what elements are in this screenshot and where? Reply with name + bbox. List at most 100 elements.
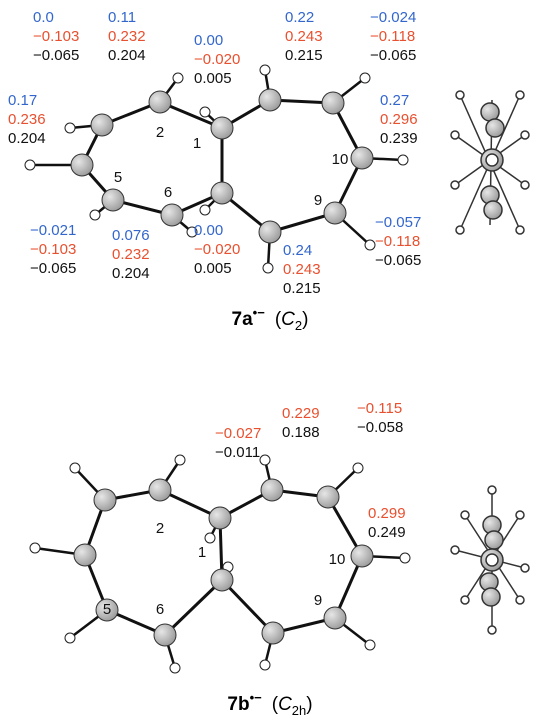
spin-value: −0.065 <box>30 260 76 277</box>
atom-number: 10 <box>329 551 346 568</box>
hydrogen <box>205 533 215 543</box>
hydrogen <box>360 73 370 83</box>
hydrogen <box>260 455 270 465</box>
carbon <box>94 489 116 511</box>
hydrogen <box>200 205 210 215</box>
hydrogen <box>70 463 80 473</box>
molecule: 0.170.2360.2040.0−0.103−0.0650.110.2320.… <box>8 9 421 333</box>
carbon <box>351 545 373 567</box>
atom-number: 1 <box>198 544 206 561</box>
molecule: −0.027−0.0110.2290.188−0.115−0.0580.2990… <box>30 400 410 718</box>
spin-value: 0.005 <box>194 260 232 277</box>
carbon <box>259 221 281 243</box>
caption: 7b•−(C2h) <box>227 690 312 718</box>
carbon <box>161 204 183 226</box>
charge: •− <box>253 305 266 320</box>
spin-value: 0.243 <box>283 261 321 278</box>
spin-value: −0.103 <box>30 241 76 258</box>
spin-value: 0.204 <box>112 265 150 282</box>
spin-value: 0.215 <box>283 280 321 297</box>
charge: •− <box>250 690 263 705</box>
spin-value: 0.249 <box>368 524 406 541</box>
carbon <box>91 114 113 136</box>
spin-value: 0.204 <box>108 47 146 64</box>
spin-value: −0.118 <box>375 233 420 250</box>
spin-value: 0.22 <box>285 9 314 26</box>
spin-value: 0.232 <box>108 28 146 45</box>
spin-value: 0.239 <box>380 130 418 147</box>
atom-number: 2 <box>156 124 164 141</box>
carbon <box>317 486 339 508</box>
spin-value: −0.020 <box>194 241 240 258</box>
hydrogen <box>398 155 408 165</box>
hydrogen <box>30 543 40 553</box>
spin-value: −0.065 <box>370 47 416 64</box>
spin-value: −0.011 <box>215 444 260 461</box>
carbon <box>209 507 231 529</box>
spin-value: −0.058 <box>357 419 403 436</box>
spin-value: 0.229 <box>282 405 320 422</box>
carbon <box>262 622 284 644</box>
carbon <box>211 182 233 204</box>
spin-value: −0.057 <box>375 214 421 231</box>
carbon <box>322 92 344 114</box>
atom-number: 5 <box>103 601 111 618</box>
spin-value: 0.296 <box>380 111 418 128</box>
spin-value: −0.024 <box>370 9 416 26</box>
carbon <box>154 624 176 646</box>
spin-value: −0.065 <box>33 47 79 64</box>
carbon <box>211 117 233 139</box>
carbon <box>324 202 346 224</box>
spin-value: 0.24 <box>283 242 312 259</box>
carbon <box>211 569 233 591</box>
spin-value: 0.11 <box>108 9 136 26</box>
spin-value: −0.020 <box>194 51 240 68</box>
spin-value: 0.005 <box>194 70 232 87</box>
hydrogen <box>200 107 210 117</box>
spin-value: 0.17 <box>8 92 37 109</box>
atom-number: 10 <box>332 151 349 168</box>
spin-value: −0.027 <box>215 425 261 442</box>
point-group-sub: 2 <box>295 318 302 333</box>
spin-value: 0.27 <box>380 92 409 109</box>
hydrogen <box>90 210 100 220</box>
paren: ) <box>306 694 312 715</box>
carbon <box>351 147 373 169</box>
carbon <box>149 479 171 501</box>
spin-value: −0.103 <box>33 28 79 45</box>
hydrogen <box>400 553 410 563</box>
hydrogen <box>263 263 273 273</box>
carbon <box>324 607 346 629</box>
spin-value: −0.021 <box>30 222 76 239</box>
point-group: C <box>281 309 295 330</box>
point-group-sub: 2h <box>292 703 306 718</box>
paren: ) <box>302 309 308 330</box>
hydrogen <box>25 160 35 170</box>
atom-number: 1 <box>193 135 201 152</box>
figure: 0.170.2360.2040.0−0.103−0.0650.110.2320.… <box>0 0 540 726</box>
spin-value: 0.215 <box>285 47 323 64</box>
carbon <box>74 544 96 566</box>
side-view-7a <box>451 91 529 234</box>
carbon <box>149 91 171 113</box>
atom-number: 2 <box>156 520 164 537</box>
spin-value: 0.00 <box>194 32 223 49</box>
compound-label: 7a <box>232 309 254 330</box>
hydrogen <box>175 455 185 465</box>
atom-number: 6 <box>164 184 172 201</box>
atom-number: 5 <box>114 169 122 186</box>
hydrogen <box>173 73 183 83</box>
carbon <box>102 189 124 211</box>
hydrogen <box>365 240 375 250</box>
carbon <box>259 89 281 111</box>
point-group: C <box>278 694 292 715</box>
atom-number: 9 <box>314 592 322 609</box>
spin-value: 0.232 <box>112 246 150 263</box>
spin-value: 0.0 <box>33 9 54 26</box>
spin-value: −0.115 <box>357 400 402 417</box>
hydrogen <box>170 663 180 673</box>
atom-number: 9 <box>314 192 322 209</box>
bond <box>165 580 222 635</box>
hydrogen <box>65 123 75 133</box>
hydrogen <box>260 660 270 670</box>
